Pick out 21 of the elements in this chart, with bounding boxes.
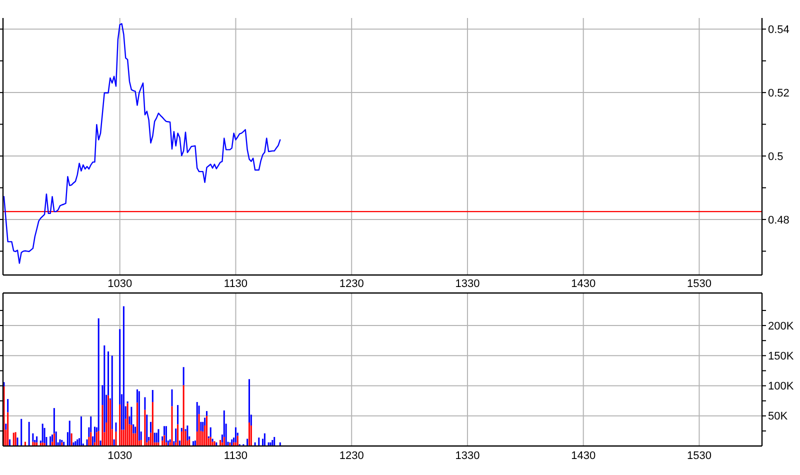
x-tick-label: 1130 [224,278,248,290]
x-tick-label: 1330 [455,278,480,290]
x-tick-label: 1230 [339,278,364,290]
x-tick-label: 1430 [571,278,596,290]
x-tick-label: 1230 [339,450,364,462]
y-tick-label: 50K [768,410,788,423]
y-tick-label: 0.52 [768,87,790,100]
x-tick-label: 1430 [571,450,596,462]
x-tick-label: 1530 [686,278,712,290]
x-tick-label: 1530 [686,450,712,462]
y-tick-label: 200K [768,320,794,332]
y-tick-label: 150K [768,350,794,362]
y-tick-label: 100K [768,380,794,393]
y-tick-label: 0.48 [768,214,790,226]
x-tick-label: 1030 [108,450,132,462]
line-series [3,23,281,264]
x-tick-label: 1130 [224,450,248,462]
x-tick-label: 1030 [108,278,132,290]
x-tick-label: 1330 [455,450,480,462]
y-tick-label: 0.5 [768,150,784,163]
y-tick-label: 0.54 [768,24,790,36]
